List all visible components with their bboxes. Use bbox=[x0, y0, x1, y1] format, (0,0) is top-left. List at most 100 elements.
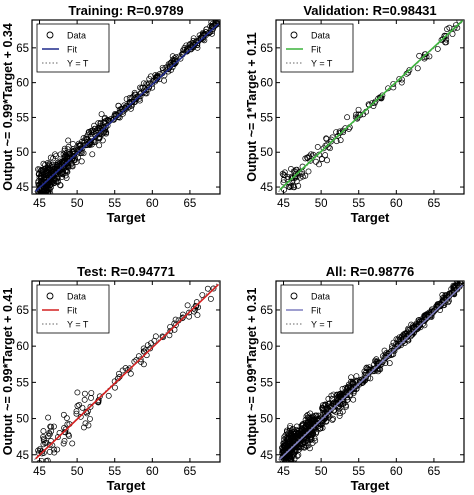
data-point bbox=[192, 41, 199, 48]
data-point bbox=[140, 80, 147, 87]
data-point bbox=[304, 439, 311, 446]
data-point bbox=[40, 441, 47, 448]
data-point bbox=[442, 291, 449, 298]
data-point bbox=[89, 127, 96, 134]
legend-label: Fit bbox=[67, 45, 77, 55]
data-point bbox=[456, 281, 463, 286]
legend-data-marker bbox=[46, 31, 54, 39]
x-tick-label: 50 bbox=[315, 466, 328, 478]
chart-title: Training: R=0.9789 bbox=[68, 3, 183, 18]
data-point bbox=[73, 146, 80, 153]
data-point bbox=[306, 445, 313, 452]
data-point bbox=[352, 383, 359, 389]
data-point bbox=[35, 178, 42, 184]
data-point bbox=[423, 312, 429, 319]
data-point bbox=[51, 175, 58, 182]
data-point bbox=[169, 53, 176, 60]
data-point bbox=[366, 364, 373, 371]
data-point bbox=[281, 456, 288, 462]
legend-label: Y = T bbox=[311, 320, 333, 330]
data-point bbox=[295, 427, 302, 434]
data-point bbox=[302, 416, 309, 423]
x-tick-label: 55 bbox=[108, 466, 121, 478]
data-point bbox=[442, 39, 449, 46]
y-tick-label: 50 bbox=[16, 147, 29, 159]
data-point bbox=[101, 129, 108, 136]
data-point bbox=[332, 402, 339, 409]
data-point bbox=[39, 448, 46, 455]
data-point bbox=[458, 281, 464, 285]
x-tick-label: 50 bbox=[315, 198, 328, 210]
x-tick-label: 55 bbox=[352, 466, 365, 478]
data-point bbox=[290, 193, 294, 194]
data-point bbox=[446, 24, 453, 31]
x-tick-label: 65 bbox=[184, 198, 197, 210]
data-point bbox=[308, 436, 314, 443]
data-point bbox=[184, 302, 191, 309]
data-point bbox=[60, 411, 67, 418]
data-point bbox=[302, 172, 309, 179]
data-point bbox=[288, 182, 295, 189]
data-point bbox=[336, 412, 343, 419]
y-tick-label: 55 bbox=[260, 112, 273, 124]
data-point bbox=[54, 446, 61, 453]
y-axis-label: Output ~= 1*Target + 0.11 bbox=[245, 32, 259, 182]
data-point bbox=[40, 160, 47, 167]
y-tick-label: 50 bbox=[260, 147, 273, 159]
data-point bbox=[210, 285, 217, 292]
fit-line bbox=[35, 283, 220, 460]
legend-label: Y = T bbox=[67, 59, 89, 69]
legend-data-marker bbox=[290, 292, 298, 300]
data-point bbox=[47, 195, 52, 200]
x-tick-label: 45 bbox=[277, 198, 290, 210]
data-point bbox=[156, 71, 163, 78]
data-point bbox=[64, 168, 71, 175]
data-point bbox=[297, 174, 304, 181]
y-tick-label: 60 bbox=[16, 78, 29, 90]
data-point bbox=[336, 394, 343, 400]
x-axis-label: Target bbox=[351, 478, 390, 493]
data-point bbox=[81, 396, 88, 403]
legend-label: Fit bbox=[67, 306, 77, 316]
data-point bbox=[52, 161, 59, 168]
legend-label: Data bbox=[311, 31, 330, 41]
data-point bbox=[291, 460, 297, 462]
data-point bbox=[58, 159, 65, 165]
x-tick-label: 45 bbox=[33, 198, 46, 210]
data-point bbox=[428, 307, 435, 314]
data-point bbox=[199, 35, 206, 41]
y-tick-label: 50 bbox=[260, 414, 273, 426]
data-point bbox=[45, 433, 52, 439]
data-point bbox=[283, 441, 290, 448]
data-point bbox=[406, 67, 413, 73]
data-point bbox=[48, 167, 55, 174]
legend-label: Y = T bbox=[311, 59, 333, 69]
data-point bbox=[434, 301, 441, 308]
data-point bbox=[414, 65, 421, 72]
data-point bbox=[36, 185, 42, 192]
plot-content bbox=[32, 281, 220, 462]
data-point bbox=[294, 431, 301, 438]
data-point bbox=[288, 458, 295, 462]
data-point bbox=[199, 292, 206, 298]
legend-data-marker bbox=[46, 292, 54, 300]
data-point bbox=[159, 64, 166, 71]
data-point bbox=[99, 137, 106, 144]
data-point bbox=[333, 129, 340, 136]
chart-title: All: R=0.98776 bbox=[326, 264, 415, 279]
y-tick-label: 60 bbox=[260, 341, 273, 353]
data-point bbox=[74, 389, 81, 396]
data-point bbox=[333, 138, 340, 145]
data-point bbox=[87, 415, 93, 422]
data-point bbox=[171, 57, 178, 64]
data-point bbox=[329, 417, 336, 423]
y-tick-label: 65 bbox=[16, 305, 29, 317]
data-point bbox=[420, 318, 427, 325]
data-point bbox=[340, 397, 347, 404]
data-point bbox=[393, 336, 400, 343]
x-axis-label: Target bbox=[351, 210, 390, 225]
data-point bbox=[138, 90, 144, 97]
data-point bbox=[302, 155, 309, 162]
data-point bbox=[151, 337, 158, 344]
data-point bbox=[343, 403, 349, 410]
